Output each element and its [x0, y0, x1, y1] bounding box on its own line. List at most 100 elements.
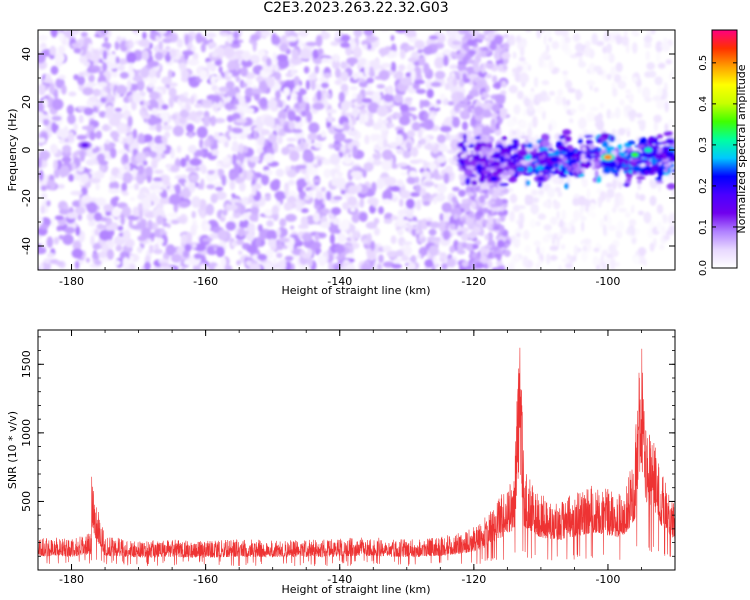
heatmap-cell — [102, 62, 108, 72]
heatmap-cell — [623, 183, 630, 187]
y-tick-label: 1500 — [20, 350, 33, 378]
heatmap-cell — [222, 96, 232, 102]
heatmap-cell — [199, 163, 206, 173]
heatmap-cell — [245, 170, 254, 181]
heatmap-cell — [528, 103, 534, 112]
heatmap-cell — [450, 139, 461, 151]
x-tick-label: -120 — [461, 275, 486, 288]
x-tick-label: -180 — [59, 573, 84, 586]
heatmap-cell — [63, 205, 69, 210]
heatmap-cell — [557, 232, 562, 239]
heatmap-cell — [549, 245, 559, 251]
heatmap-cell — [443, 172, 450, 184]
heatmap-cell — [415, 88, 426, 95]
heatmap-cell — [68, 91, 77, 97]
heatmap-cell — [285, 213, 297, 222]
heatmap-cell — [199, 138, 204, 149]
heatmap-cell — [573, 210, 580, 221]
heatmap-cell — [180, 157, 187, 168]
heatmap-cell — [137, 133, 145, 144]
heatmap-cell — [253, 126, 265, 132]
heatmap-cell — [285, 261, 292, 270]
heatmap-cell — [170, 253, 182, 263]
heatmap-cell — [191, 182, 196, 189]
heatmap-cell — [42, 118, 50, 126]
heatmap-cell — [170, 148, 175, 160]
heatmap-cell — [109, 180, 120, 191]
snr-x-ticks: -180 -160 -140 -120 -100 — [37, 330, 676, 586]
heatmap-cell — [390, 235, 397, 244]
heatmap-cell — [492, 151, 501, 160]
heatmap-cell — [541, 133, 550, 142]
heatmap-cell — [520, 135, 530, 139]
heatmap-cell — [565, 80, 573, 89]
heatmap-cell — [473, 106, 484, 116]
heatmap-cell — [185, 102, 191, 113]
heatmap-cell — [195, 110, 204, 117]
heatmap-cell — [590, 169, 595, 177]
heatmap-cell — [107, 61, 119, 69]
heatmap-cell — [462, 121, 468, 131]
heatmap-cell — [276, 228, 281, 237]
heatmap-cell — [529, 90, 535, 101]
heatmap-cell — [226, 60, 236, 71]
heatmap-cell — [289, 240, 294, 252]
heatmap-cell — [617, 80, 627, 90]
heatmap-cell — [409, 64, 416, 70]
heatmap-cell — [138, 202, 143, 211]
heatmap-cell — [458, 189, 466, 197]
heatmap-cell — [267, 238, 277, 248]
heatmap-cell — [353, 30, 363, 38]
heatmap-cell — [286, 36, 298, 42]
heatmap-cell — [139, 91, 146, 96]
heatmap-cell — [316, 89, 322, 101]
heatmap-cell — [219, 216, 226, 222]
heatmap-cell — [528, 64, 532, 72]
heatmap-cell — [463, 107, 468, 116]
heatmap-cell — [59, 165, 70, 177]
heatmap-cell — [378, 70, 390, 81]
heatmap-cell — [365, 35, 378, 43]
heatmap-cell — [481, 93, 490, 99]
heatmap-cell — [595, 40, 605, 47]
heatmap-cell — [452, 186, 460, 192]
heatmap-cell — [79, 259, 84, 265]
heatmap-cell — [557, 89, 564, 96]
heatmap-cell — [492, 171, 502, 176]
heatmap-cell — [258, 50, 266, 57]
heatmap-cell — [617, 162, 624, 166]
heatmap-cell — [275, 124, 280, 133]
heatmap-cell — [250, 206, 260, 215]
heatmap-cell — [105, 105, 115, 117]
heatmap-cell — [277, 242, 284, 251]
heatmap-cell — [656, 180, 664, 184]
heatmap-cell — [85, 50, 91, 60]
heatmap-cell — [255, 75, 264, 83]
heatmap-cell — [89, 131, 96, 141]
heatmap-cell — [130, 196, 135, 202]
heatmap-cell — [122, 104, 129, 110]
heatmap-cell — [333, 132, 346, 142]
heatmap-cell — [299, 48, 311, 60]
heatmap-cell — [481, 65, 486, 74]
heatmap-cell — [524, 245, 531, 253]
heatmap-cell — [86, 146, 93, 158]
heatmap-cell — [312, 49, 319, 59]
heatmap-cell — [474, 54, 482, 64]
heatmap-cell — [56, 225, 62, 232]
heatmap-cell — [113, 196, 120, 202]
heatmap-cell — [473, 127, 478, 137]
heatmap-cell — [657, 62, 666, 69]
heatmap-cell — [554, 168, 559, 173]
heatmap-cell — [420, 218, 429, 230]
heatmap-y-label: Frequency (Hz) — [6, 109, 19, 192]
heatmap-cell — [231, 241, 238, 248]
heatmap-cell — [648, 220, 655, 229]
heatmap-cell — [312, 241, 322, 250]
heatmap-cell — [201, 103, 213, 109]
heatmap-cell — [414, 39, 425, 50]
heatmap-cell — [663, 235, 670, 241]
heatmap-cell — [473, 65, 481, 73]
heatmap-cell — [193, 224, 199, 229]
heatmap-cell — [220, 257, 227, 268]
